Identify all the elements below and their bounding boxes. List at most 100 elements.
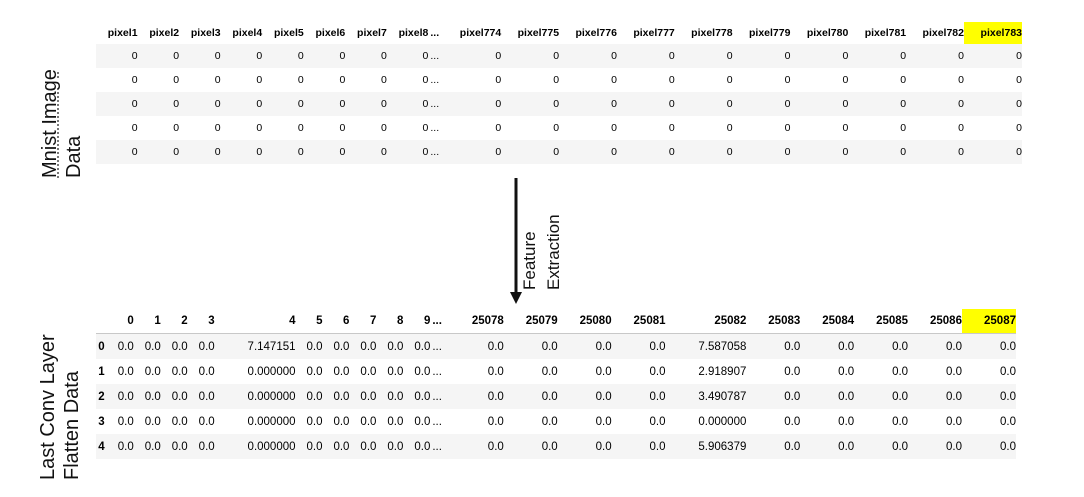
table-cell: 0 [220,140,263,164]
table-cell: 3.490787 [665,384,747,409]
table-cell: 0.0 [376,384,404,409]
table-cell: ... [430,333,450,359]
table-cell: 0.0 [160,384,188,409]
table-cell: 0.0 [945,415,962,428]
flatten-label-line1: Last Conv Layer [37,334,59,480]
column-header: ... [430,27,440,39]
table-cell: 0.0 [333,415,350,428]
table-cell: 0.0 [487,415,504,428]
row-index-cell: 4 [96,434,107,459]
table-cell: 0.0 [449,333,504,359]
table-cell: 0.0 [295,384,323,409]
column-header: 0 [106,309,134,334]
table-cell: 0 [262,92,304,116]
table-cell: 0.0 [503,333,558,359]
table-cell: 0.0 [892,415,909,428]
column-header: ... [430,309,450,334]
table-cell: ... [428,92,444,116]
flatten-data-table: 0 1 2 3 4 5 6 7 8 9... 25078 25079 25080 25081 25082 25… [96,309,1016,459]
table-cell: 0 [495,122,502,134]
table-cell: 0 [842,122,849,134]
table-cell: 0.000000 [247,365,296,378]
table-cell: 0.0 [961,434,1016,459]
column-header: pixel774 [459,27,502,39]
table-cell: 0.0 [557,384,612,409]
table-cell: 0.0 [746,333,801,359]
table-cell: 0.0 [106,434,134,459]
table-cell: 0 [137,44,180,68]
table-cell: 0 [345,44,387,68]
table-cell: 0.0 [322,384,350,409]
table-cell: 0 [726,122,733,134]
table-cell: 0 [611,74,617,86]
table-cell: 0.0 [449,434,504,459]
mnist-data-table: pixel1 pixel2 pixel3 pixel4 pixel5 pixel6 pixe… [96,22,1022,164]
table-cell: 0.0 [908,434,962,459]
table-cell: 0.0 [349,434,377,459]
column-header: 5 [295,309,323,334]
column-header: 1 [133,309,161,334]
row-index-cell: 2 [96,384,107,409]
table-cell: 0 [220,44,263,68]
table-cell: 0 [784,122,791,134]
table-cell: 0.000000 [698,415,747,428]
table-cell: 0.0 [187,384,215,409]
table-cell: 0.0 [333,365,350,378]
table-cell: 0.0 [908,384,962,409]
table-cell: 0 [262,44,304,68]
table-cell: 0 [137,92,180,116]
table-cell: 0.0 [198,365,215,378]
table-cell: 0 [220,92,263,116]
table-cell: 0.0 [403,384,431,409]
table-cell: 0.000000 [214,434,296,459]
table-cell: 0 [256,74,263,86]
table-cell: 0.0 [106,384,134,409]
table-cell: 0 [501,44,560,68]
table-cell: 0.0 [403,333,431,359]
table-cell: 7.147151 [214,333,296,359]
table-cell: 0.0 [349,384,377,409]
row-index-cell: 0 [96,333,107,359]
table-cell: 0 [303,92,346,116]
table-cell: 2.918907 [698,365,747,378]
table-cell: 0 [303,44,346,68]
column-header: 25080 [557,309,612,334]
table-cell: 0 [963,44,1022,68]
column-header: pixel8 [398,27,429,39]
column-header: 25079 [503,309,558,334]
table-cell: 0.0 [557,434,612,459]
column-header: pixel5 [273,27,304,39]
table-cell: 7.587058 [665,333,747,359]
table-cell: 0 [848,140,907,164]
table-cell: 0 [179,92,221,116]
table-cell: 0.0 [449,384,504,409]
row-index-cell: 3 [98,415,105,428]
table-cell: 0 [214,74,221,86]
table-cell: 0.0 [784,365,801,378]
column-header: 8 [376,309,404,334]
table-row: 0 0.0 0.0 0.0 0.0 7.147151 0.0 0.0 0.0 0.0 0.0... 0… [96,333,1016,359]
flatten-label-line2: Flatten Data [61,371,83,480]
column-header: 25082 [665,309,747,334]
table-cell: 0.0 [487,365,504,378]
table-cell: 0.0 [133,434,161,459]
table-cell: ... [432,365,442,378]
table-cell: 0 [963,92,1022,116]
mnist-label-line2: Data [63,135,85,178]
table-cell: 0.0 [144,365,161,378]
table-cell: 0.0 [541,365,558,378]
table-cell: 0 [339,74,346,86]
column-header: pixel780 [806,27,849,39]
table-cell: 0.0 [295,333,323,359]
table-cell: 0.0 [800,434,855,459]
table-cell: 0 [297,74,304,86]
table-cell: 0 [179,44,221,68]
table-cell: 0 [173,74,180,86]
table-cell: 0 [262,140,304,164]
table-cell: 0.0 [746,434,801,459]
highlighted-column-header: pixel783 [963,22,1022,44]
table-cell: 0 [443,44,502,68]
table-cell: 0.0 [117,415,134,428]
table-cell: 0.0 [360,365,377,378]
table-cell: 0.0 [414,415,431,428]
